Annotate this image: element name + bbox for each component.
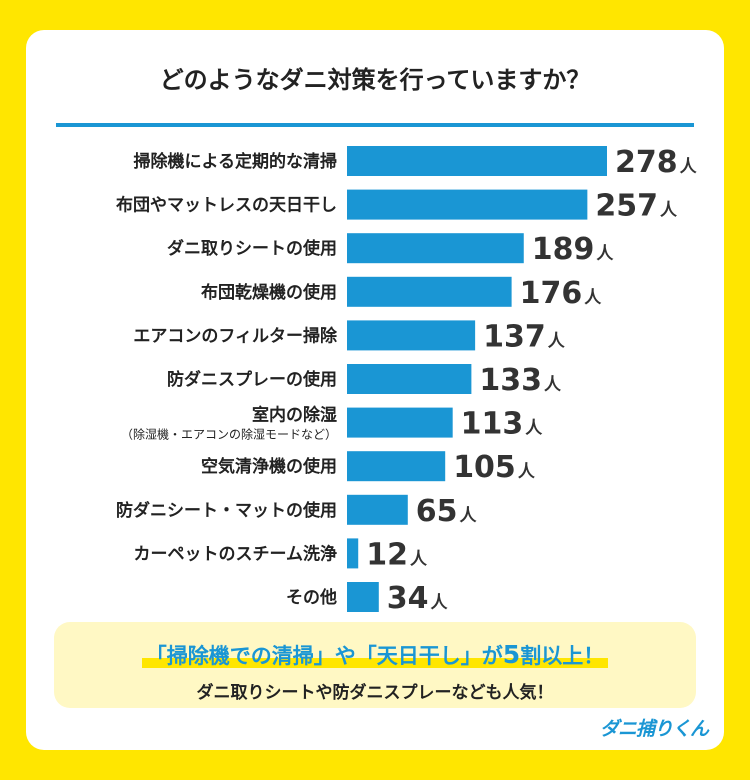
chart-title: どのようなダニ対策を行っていますか？ bbox=[159, 66, 591, 94]
category-label: 防ダニスプレーの使用 bbox=[167, 369, 337, 390]
category-label: 掃除機による定期的な清掃 bbox=[134, 151, 338, 172]
value-label: 189 人 bbox=[532, 232, 615, 267]
value-label: 113 人 bbox=[461, 407, 544, 442]
highlight-text-1: 「掃除機での清掃」や「天日干し」が bbox=[145, 644, 503, 668]
bar-8 bbox=[347, 494, 408, 525]
value-label: 12 人 bbox=[366, 537, 428, 572]
value-label: 257 人 bbox=[595, 189, 678, 224]
bar-4 bbox=[347, 320, 476, 351]
category-label: 室内の除湿 bbox=[252, 405, 337, 426]
category-label: 布団やマットレスの天日干し bbox=[116, 195, 337, 216]
bar-10 bbox=[347, 582, 379, 612]
category-label: カーペットのスチーム洗浄 bbox=[134, 543, 338, 564]
summary-highlight: 「掃除機での清掃」や「天日干し」が5割以上！ bbox=[0, 640, 750, 670]
category-label: 布団乾燥機の使用 bbox=[201, 282, 337, 303]
bar-7 bbox=[347, 451, 446, 482]
unit-label: 人 bbox=[596, 244, 614, 264]
category-label: 防ダニシート・マットの使用 bbox=[116, 500, 337, 521]
value-label: 65 人 bbox=[416, 494, 478, 529]
bar-0 bbox=[347, 146, 607, 176]
unit-label: 人 bbox=[548, 331, 566, 351]
unit-label: 人 bbox=[410, 549, 428, 569]
title-divider bbox=[56, 123, 694, 127]
value-label: 105 人 bbox=[453, 450, 536, 485]
bar-5 bbox=[347, 364, 472, 394]
bar-2 bbox=[347, 233, 524, 264]
value-label: 133 人 bbox=[479, 363, 562, 398]
unit-label: 人 bbox=[525, 419, 543, 439]
highlight-text-2: 割以上！ bbox=[520, 644, 605, 668]
unit-label: 人 bbox=[518, 462, 536, 482]
category-label: ダニ取りシートの使用 bbox=[167, 238, 337, 259]
bar-1 bbox=[347, 189, 588, 220]
bar-6 bbox=[347, 407, 453, 438]
unit-label: 人 bbox=[460, 506, 478, 526]
value-label: 176 人 bbox=[520, 276, 603, 311]
value-label: 137 人 bbox=[483, 319, 566, 354]
value-label: 278 人 bbox=[615, 145, 698, 180]
bar-9 bbox=[347, 538, 359, 569]
unit-label: 人 bbox=[584, 288, 602, 308]
brand-logo: ダニ捕りくん bbox=[600, 718, 709, 740]
highlight-number: 5 bbox=[502, 640, 521, 669]
bar-3 bbox=[347, 276, 512, 307]
value-label: 34 人 bbox=[387, 581, 449, 616]
unit-label: 人 bbox=[660, 201, 678, 221]
category-label: 空気清浄機の使用 bbox=[201, 456, 337, 477]
category-label: その他 bbox=[286, 587, 337, 608]
category-sublabel: （除湿機・エアコンの除湿モードなど） bbox=[121, 427, 337, 442]
unit-label: 人 bbox=[431, 593, 449, 613]
summary-subtext: ダニ取りシートや防ダニスプレーなども人気！ bbox=[196, 683, 554, 703]
unit-label: 人 bbox=[680, 157, 698, 177]
unit-label: 人 bbox=[544, 375, 562, 395]
category-label: エアコンのフィルター掃除 bbox=[133, 325, 338, 346]
